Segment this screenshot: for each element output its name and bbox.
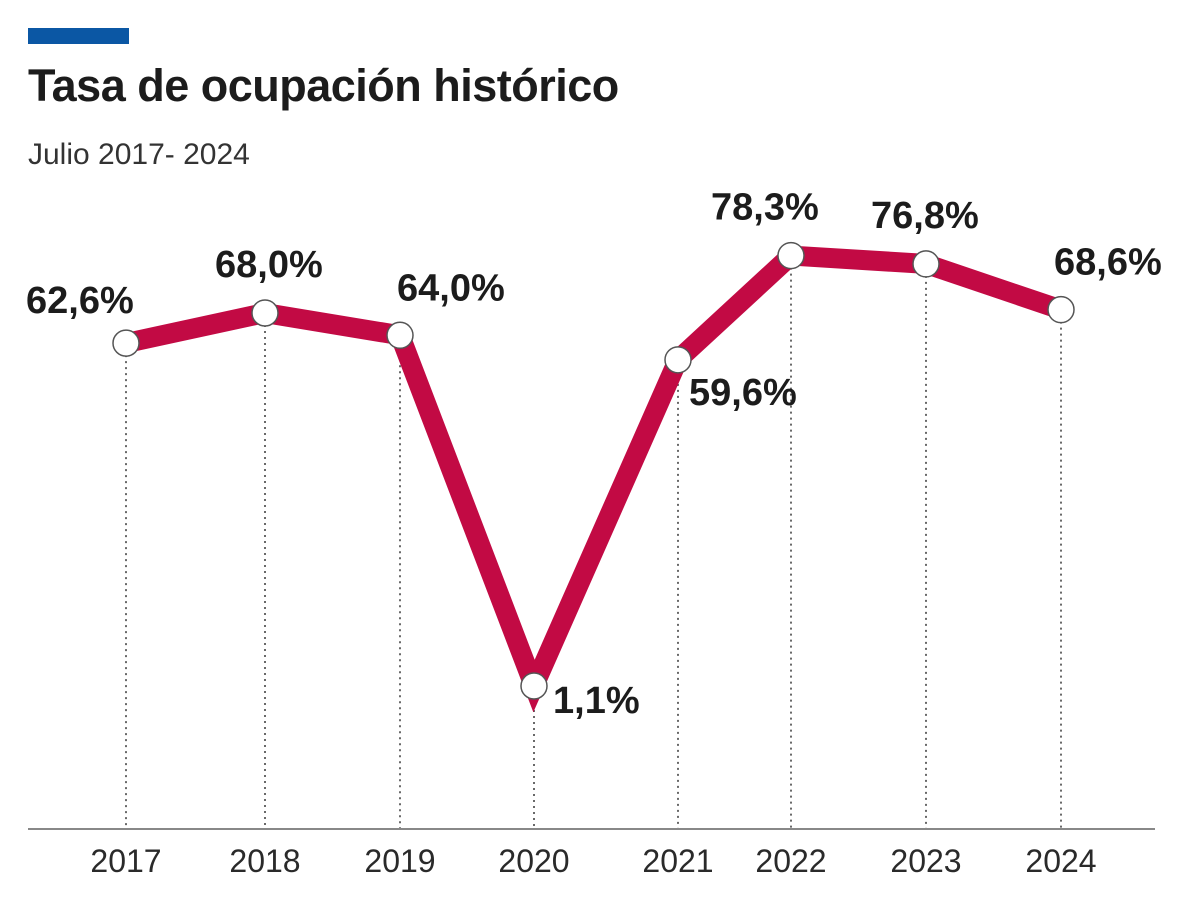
- x-tick-label: 2021: [642, 843, 713, 879]
- chart-title: Tasa de ocupación histórico: [28, 60, 619, 111]
- data-label-2019: 64,0%: [397, 267, 505, 309]
- x-tick-label: 2020: [498, 843, 569, 879]
- series-line: [123, 245, 1065, 713]
- data-point-2020: [520, 672, 548, 700]
- x-tick-label: 2024: [1025, 843, 1096, 879]
- x-tick-label: 2023: [890, 843, 961, 879]
- data-label-2022: 78,3%: [711, 187, 819, 229]
- chart-subtitle: Julio 2017- 2024: [28, 138, 250, 171]
- data-label-2021: 59,6%: [689, 372, 797, 414]
- data-labels: 62,6% 68,0% 64,0% 1,1% 59,6% 78,3% 76,8% 68,6%: [26, 187, 1162, 722]
- data-point-2017: [112, 329, 140, 357]
- data-label-2023: 76,8%: [871, 195, 979, 237]
- data-point-2024: [1047, 295, 1075, 324]
- data-point-2023: [912, 250, 940, 278]
- x-tick-label: 2018: [229, 843, 300, 879]
- data-label-2020: 1,1%: [553, 680, 640, 722]
- guide-lines: [125, 255, 1062, 829]
- data-point-2018: [251, 299, 279, 327]
- x-tick-label: 2022: [755, 843, 826, 879]
- data-markers: [112, 241, 1075, 700]
- data-point-2021: [664, 346, 692, 374]
- data-label-2024: 68,6%: [1054, 242, 1162, 284]
- data-point-2019: [386, 321, 414, 350]
- x-tick-label: 2017: [90, 843, 161, 879]
- x-tick-label: 2019: [364, 843, 435, 879]
- x-tick-labels: 2017 2018 2019 2020 2021 2022 2023 2024: [90, 843, 1096, 879]
- data-label-2017: 62,6%: [26, 280, 134, 322]
- accent-bar: [28, 28, 129, 44]
- data-point-2022: [777, 241, 805, 270]
- data-label-2018: 68,0%: [215, 244, 323, 286]
